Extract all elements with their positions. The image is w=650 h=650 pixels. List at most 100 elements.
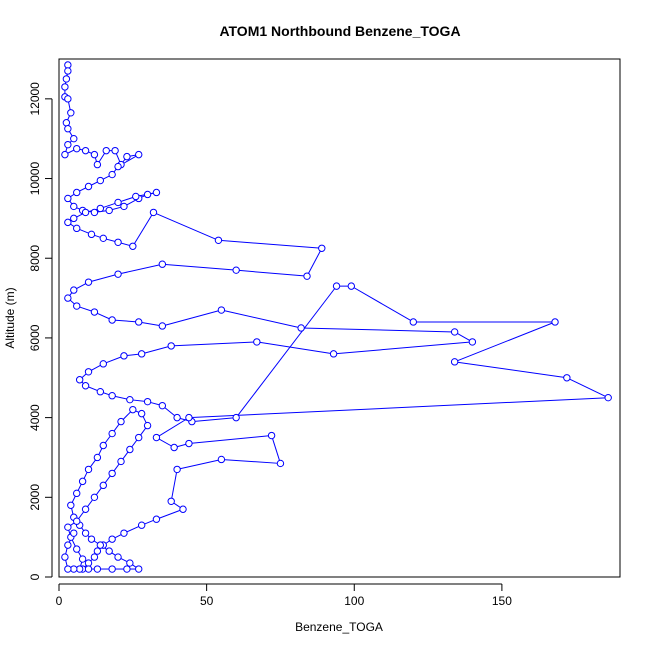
data-point: [99, 360, 107, 368]
data-point: [123, 565, 131, 573]
plot-frame: [58, 58, 621, 578]
data-point: [267, 431, 276, 440]
data-point: [135, 150, 143, 159]
y-tick-label: 6000: [28, 324, 42, 351]
data-point: [318, 244, 326, 252]
data-point: [137, 521, 146, 529]
data-point: [70, 529, 78, 537]
data-point: [64, 523, 72, 531]
data-point: [135, 318, 143, 326]
y-tick-label: 12000: [28, 82, 42, 116]
data-point: [99, 481, 107, 490]
data-point: [64, 194, 72, 203]
data-point: [87, 230, 96, 239]
data-point: [87, 535, 96, 543]
series-segment: [221, 309, 302, 329]
y-axis-label: Altitude (m): [3, 287, 17, 348]
series-segment: [454, 361, 567, 379]
data-point: [126, 559, 134, 567]
series-segment: [306, 248, 323, 277]
series-segment: [188, 397, 609, 419]
data-point: [135, 565, 143, 573]
data-point: [232, 266, 240, 274]
data-point: [114, 198, 122, 207]
data-point: [450, 358, 459, 366]
data-point: [217, 306, 226, 314]
data-point: [108, 565, 116, 573]
data-point: [143, 397, 152, 406]
data-point: [170, 443, 178, 452]
data-point: [84, 465, 93, 474]
data-point: [132, 192, 140, 201]
data-point: [84, 565, 93, 573]
data-point: [173, 413, 181, 422]
data-point: [64, 140, 72, 149]
data-point: [152, 433, 161, 442]
series-segment: [351, 285, 414, 323]
data-point: [105, 206, 113, 215]
data-point: [129, 405, 137, 414]
data-point: [62, 119, 71, 127]
data-point: [108, 535, 116, 543]
data-point: [64, 294, 72, 302]
data-point: [158, 401, 167, 410]
data-point: [217, 455, 226, 464]
data-point: [73, 302, 81, 310]
data-point: [129, 242, 137, 250]
series-segment: [301, 327, 455, 333]
data-point: [135, 433, 143, 442]
x-tick-label: 150: [492, 594, 512, 608]
data-point: [114, 238, 122, 246]
series-segment: [333, 341, 473, 355]
data-point: [81, 208, 90, 217]
data-point: [84, 182, 93, 191]
data-point: [84, 278, 93, 286]
series-segment: [188, 435, 272, 445]
data-point: [108, 392, 116, 400]
data-point: [120, 352, 128, 360]
data-point: [303, 272, 311, 280]
data-point: [70, 286, 78, 294]
data-point: [409, 318, 418, 326]
data-point: [108, 170, 116, 179]
series-segment: [256, 341, 334, 355]
data-point: [347, 282, 356, 290]
data-point: [73, 517, 81, 525]
data-point: [468, 338, 477, 346]
data-point: [99, 441, 107, 450]
data-point: [232, 413, 240, 422]
data-point: [179, 505, 187, 513]
data-point: [61, 150, 69, 159]
data-point: [158, 322, 167, 330]
x-tick-label: 50: [200, 594, 214, 608]
series-segment: [156, 508, 184, 520]
data-point: [185, 439, 193, 448]
data-point: [158, 260, 167, 268]
data-point: [90, 150, 99, 159]
data-point: [143, 421, 152, 430]
series-segment: [171, 341, 257, 347]
data-point: [93, 160, 102, 169]
y-tick-label: 0: [28, 573, 42, 580]
data-point: [93, 565, 102, 573]
data-point: [81, 529, 90, 537]
data-point: [149, 208, 158, 217]
data-point: [123, 152, 131, 161]
data-point: [108, 316, 116, 324]
x-tick-label: 0: [56, 594, 63, 608]
series-segment: [153, 211, 219, 241]
series-segment: [156, 417, 190, 438]
y-tick-label: 8000: [28, 245, 42, 272]
data-point: [90, 553, 99, 561]
data-point: [84, 559, 93, 567]
data-point: [604, 393, 612, 402]
data-point: [73, 489, 81, 498]
data-point: [185, 413, 193, 422]
data-point: [114, 162, 122, 171]
data-point: [297, 324, 305, 332]
data-point: [332, 282, 341, 290]
data-point: [78, 477, 87, 486]
data-point: [114, 270, 122, 278]
data-point: [167, 497, 175, 505]
